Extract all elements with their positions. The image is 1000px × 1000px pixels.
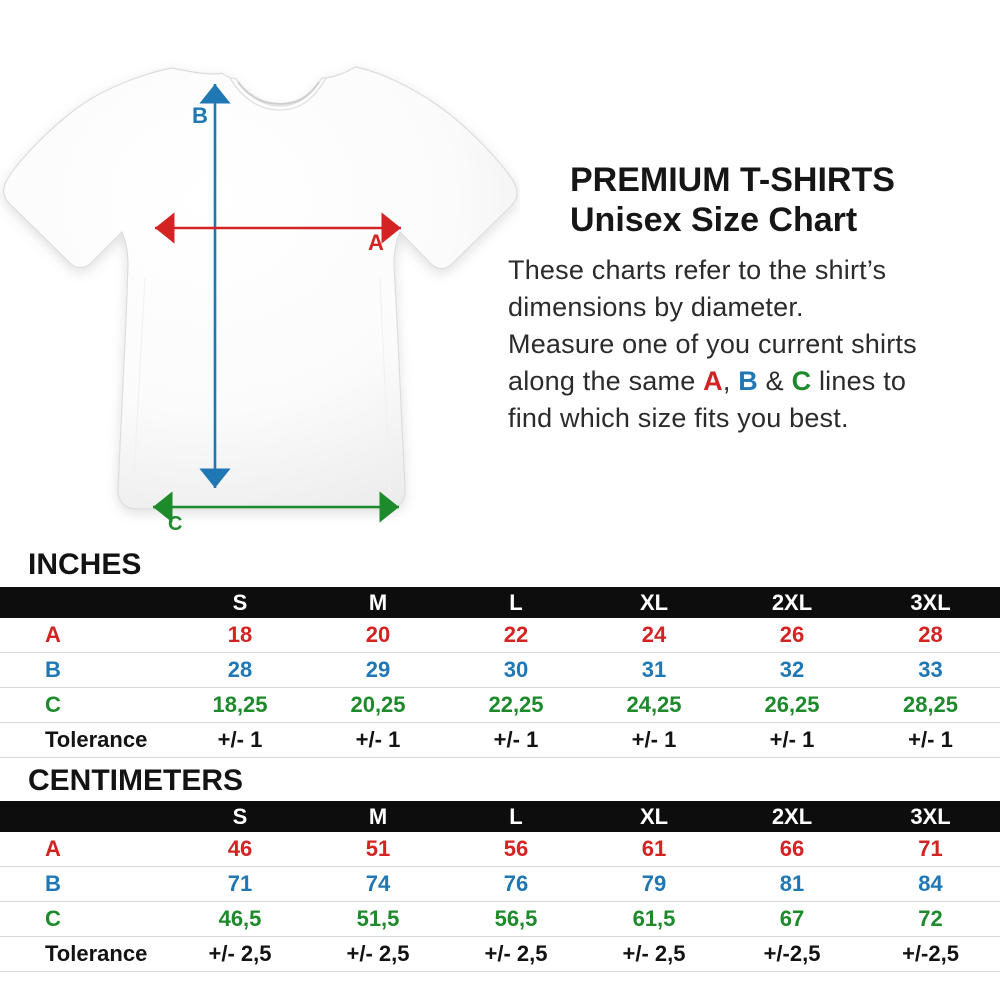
svg-text:C: C bbox=[168, 513, 182, 535]
svg-text:B: B bbox=[192, 103, 208, 128]
svg-text:A: A bbox=[368, 230, 384, 255]
